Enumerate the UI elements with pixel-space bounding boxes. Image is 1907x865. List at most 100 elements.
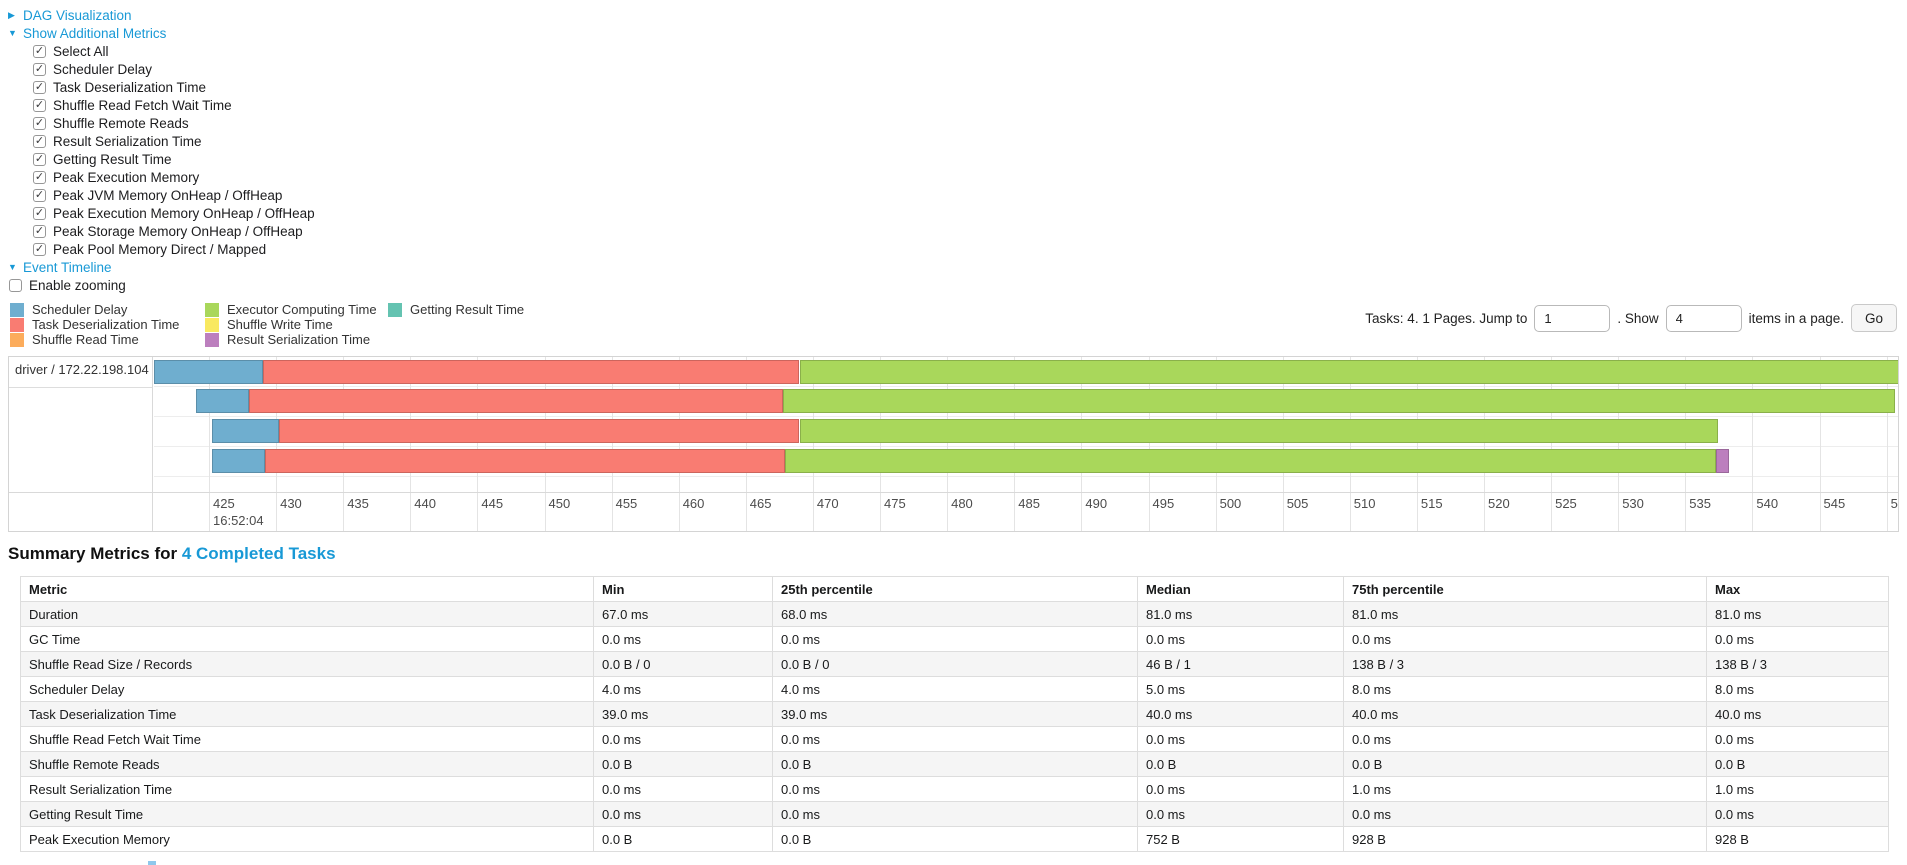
axis-tick-label: 490 — [1085, 496, 1108, 511]
axis-tick-label: 500 — [1219, 496, 1242, 511]
metric-checkbox[interactable]: ✓ — [33, 170, 46, 184]
items-per-page-input[interactable] — [1665, 304, 1742, 332]
metric-checkbox[interactable]: ✓ — [33, 242, 46, 256]
show-additional-metrics-toggle[interactable]: ▼ Show Additional Metrics — [8, 24, 1907, 42]
metric-checkbox-label: Peak JVM Memory OnHeap / OffHeap — [53, 187, 283, 203]
event-timeline-toggle[interactable]: ▼ Event Timeline — [8, 258, 1907, 276]
value-cell: 0.0 ms — [593, 626, 773, 652]
completed-tasks-link[interactable]: 4 Completed Tasks — [181, 544, 336, 563]
legend-column: Executor Computing Time Shuffle Write Tim… — [205, 302, 377, 347]
enable-zooming-label: Enable zooming — [29, 277, 126, 293]
value-cell: 0.0 ms — [593, 801, 773, 827]
dag-visualization-label[interactable]: DAG Visualization — [23, 7, 132, 23]
axis-tick-label: 520 — [1488, 496, 1510, 511]
metric-checkbox[interactable]: ✓ — [33, 80, 46, 94]
task-bar-segment-scheduler[interactable] — [211, 419, 279, 443]
metric-checkbox[interactable]: ✓ — [33, 134, 46, 148]
value-cell: 46 B / 1 — [1137, 651, 1344, 677]
value-cell: 0.0 ms — [1343, 626, 1707, 652]
enable-zooming-checkbox[interactable] — [9, 278, 22, 292]
table-row: GC Time 0.0 ms 0.0 ms 0.0 ms 0.0 ms 0.0 ms — [20, 626, 1889, 652]
event-timeline-label[interactable]: Event Timeline — [23, 259, 112, 275]
value-cell: 67.0 ms — [593, 601, 773, 627]
jump-to-page-input[interactable] — [1534, 304, 1611, 332]
axis-gridline — [343, 357, 345, 531]
task-bar-segment-scheduler[interactable] — [154, 360, 263, 384]
go-button[interactable]: Go — [1850, 304, 1897, 332]
metric-checkbox[interactable]: ✓ — [33, 62, 46, 76]
task-bar-segment-deserialization[interactable] — [265, 449, 785, 473]
axis-gridline — [1752, 357, 1754, 531]
task-bar-segment-deserialization[interactable] — [278, 419, 800, 443]
metric-checkbox[interactable]: ✓ — [33, 98, 46, 112]
table-row: Task Deserialization Time 39.0 ms 39.0 ms 4… — [20, 701, 1889, 727]
legend-swatch-shuffle_read — [10, 332, 24, 347]
task-bar-segment-scheduler[interactable] — [211, 449, 266, 473]
row-separator — [154, 416, 1898, 417]
metric-checkbox[interactable]: ✓ — [33, 44, 46, 58]
partially-visible-element — [148, 861, 156, 865]
show-additional-metrics-label[interactable]: Show Additional Metrics — [23, 25, 167, 41]
task-bar-segment-deserialization[interactable] — [249, 389, 784, 413]
value-cell: 752 B — [1137, 826, 1344, 852]
value-cell: 0.0 ms — [1137, 776, 1344, 802]
chevron-down-icon: ▼ — [8, 28, 17, 38]
metric-checkbox[interactable]: ✓ — [33, 206, 46, 220]
metric-checkbox-label: Peak Execution Memory — [53, 169, 200, 185]
axis-gridline — [209, 357, 210, 531]
legend-item: Executor Computing Time — [205, 302, 377, 317]
value-cell: 0.0 ms — [1343, 726, 1707, 752]
metric-checkbox-label: Peak Pool Memory Direct / Mapped — [53, 241, 267, 257]
summary-heading-prefix: Summary Metrics for — [8, 544, 182, 563]
value-cell: 40.0 ms — [1343, 701, 1707, 727]
metric-checkbox[interactable]: ✓ — [33, 152, 46, 166]
pagination-text-before: Tasks: 4. 1 Pages. Jump to — [1365, 310, 1528, 326]
value-cell: 0.0 ms — [772, 726, 1138, 752]
metric-cell: Getting Result Time — [20, 801, 594, 827]
legend-label: Shuffle Write Time — [227, 317, 333, 332]
value-cell: 0.0 B / 0 — [772, 651, 1138, 677]
legend-label: Executor Computing Time — [227, 302, 377, 317]
dag-visualization-toggle[interactable]: ▶ DAG Visualization — [8, 6, 1907, 24]
task-bar-segment-scheduler[interactable] — [195, 389, 250, 413]
value-cell: 40.0 ms — [1706, 701, 1889, 727]
metric-cell: Scheduler Delay — [20, 676, 594, 702]
metric-checkbox[interactable]: ✓ — [33, 188, 46, 202]
value-cell: 138 B / 3 — [1706, 651, 1889, 677]
summary-metrics-heading: Summary Metrics for 4 Completed Tasks — [8, 544, 1907, 564]
axis-gridline — [1484, 357, 1485, 531]
legend-column: Scheduler Delay Task Deserialization Time… — [10, 302, 179, 347]
task-bar-segment-compute[interactable] — [784, 449, 1717, 473]
timeline-legend: Tasks: 4. 1 Pages. Jump to . Show items … — [8, 302, 1899, 356]
event-timeline-chart: driver / 172.22.198.104 425 16:52:04 430 43… — [8, 356, 1899, 532]
metric-checkbox[interactable]: ✓ — [33, 116, 46, 130]
column-header: Max — [1706, 576, 1889, 602]
table-row: Shuffle Read Size / Records 0.0 B / 0 0.0 … — [20, 651, 1889, 677]
axis-time-label: 16:52:04 — [213, 513, 264, 528]
metric-checkbox-row: ✓ Scheduler Delay — [33, 60, 1907, 78]
metric-checkbox-label: Result Serialization Time — [53, 133, 202, 149]
value-cell: 0.0 ms — [772, 801, 1138, 827]
task-bar-segment-deserialization[interactable] — [262, 360, 800, 384]
axis-gridline — [276, 357, 278, 531]
value-cell: 81.0 ms — [1343, 601, 1707, 627]
axis-gridline — [1215, 357, 1217, 531]
axis-gridline — [1014, 357, 1016, 531]
value-cell: 4.0 ms — [593, 676, 773, 702]
value-cell: 0.0 ms — [1706, 726, 1889, 752]
value-cell: 0.0 B — [772, 751, 1138, 777]
task-bar-segment-compute[interactable] — [799, 419, 1718, 443]
metric-checkbox-label: Getting Result Time — [53, 151, 172, 167]
value-cell: 5.0 ms — [1137, 676, 1344, 702]
metric-checkbox-label: Select All — [53, 43, 109, 59]
task-bar-segment-compute[interactable] — [783, 389, 1895, 413]
metric-checkbox-label: Task Deserialization Time — [53, 79, 207, 95]
task-bar-segment-compute[interactable] — [799, 360, 1898, 384]
metric-cell: Task Deserialization Time — [20, 701, 594, 727]
metric-checkbox-row: ✓ Select All — [33, 42, 1907, 60]
legend-swatch-scheduler — [10, 302, 24, 317]
metric-checkbox[interactable]: ✓ — [33, 224, 46, 238]
task-bar-segment-serialization[interactable] — [1716, 449, 1730, 473]
axis-gridline — [1282, 357, 1284, 531]
axis-gridline — [812, 357, 814, 531]
